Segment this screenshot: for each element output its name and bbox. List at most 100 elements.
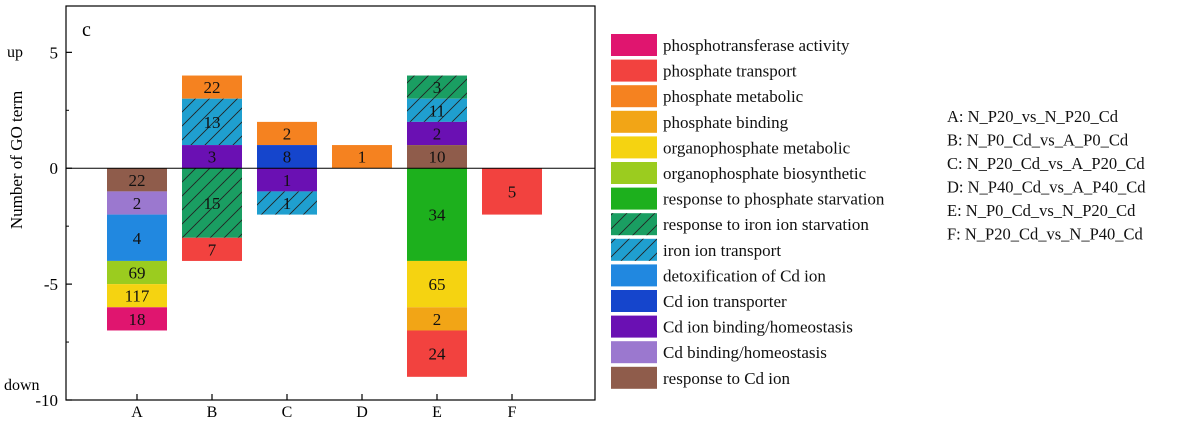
bar-segment-fill xyxy=(107,260,167,285)
bar-data-label: 4 xyxy=(133,229,142,248)
bar-data-label: 2 xyxy=(283,124,292,143)
bar-data-label: 7 xyxy=(208,240,217,259)
bar-data-label: 8 xyxy=(283,148,292,167)
bar-data-label: 2 xyxy=(433,124,442,143)
bar-segment: 10 xyxy=(407,145,467,169)
legend-item: organophosphate metabolic xyxy=(611,136,851,159)
bar-segment: 34 xyxy=(407,168,467,261)
bar-segment: 3 xyxy=(407,75,467,99)
bar-segment-fill xyxy=(407,145,467,169)
bar-segment-hatch xyxy=(182,98,242,146)
bar-data-label: 5 xyxy=(508,182,517,201)
bar-segment: 3 xyxy=(182,145,242,169)
x-tick-label: E xyxy=(432,404,442,421)
y-axis: -10 -5 0 5 xyxy=(35,43,72,410)
bar-segment: 2 xyxy=(107,191,167,215)
bar-segment: 2 xyxy=(407,307,467,331)
bar-segment-fill xyxy=(107,284,167,308)
bar-data-label: 3 xyxy=(433,78,442,97)
legend-label: response to iron ion starvation xyxy=(663,215,869,234)
legend-label: phosphate transport xyxy=(663,62,797,81)
bar-segment-fill xyxy=(407,168,467,261)
legend-label: response to phosphate starvation xyxy=(663,190,885,209)
legend-label: detoxification of Cd ion xyxy=(663,266,826,285)
bar-segment-hatch xyxy=(257,191,317,215)
bar-segment-fill xyxy=(107,191,167,215)
x-axis: A B C D E F xyxy=(131,394,517,421)
x-tick-label: D xyxy=(356,404,368,421)
bar-data-label: 117 xyxy=(125,287,150,306)
legend-swatch xyxy=(611,341,657,364)
comparison-label: B: N_P0_Cd_vs_A_P0_Cd xyxy=(947,131,1129,150)
bar-segment: 2 xyxy=(257,121,317,146)
bar-segment: 1 xyxy=(332,145,392,169)
legend-label: organophosphate biosynthetic xyxy=(663,164,867,183)
comparison-label: C: N_P20_Cd_vs_A_P20_Cd xyxy=(947,154,1145,173)
y-axis-label: Number of GO term xyxy=(7,91,26,229)
comparison-label: E: N_P0_Cd_vs_N_P20_Cd xyxy=(947,201,1136,220)
y-tick-label: 5 xyxy=(50,43,59,62)
bar-segment: 69 xyxy=(107,260,167,285)
bar-segment-fill xyxy=(257,121,317,146)
legend-label: Cd binding/homeostasis xyxy=(663,343,827,362)
legend-item: response to phosphate starvation xyxy=(611,187,885,210)
bar-segment: 7 xyxy=(182,237,242,261)
legend-label: phosphate binding xyxy=(663,113,789,132)
bar-segment-fill xyxy=(107,168,167,192)
bar-segment: 2 xyxy=(407,121,467,146)
bar-data-label: 22 xyxy=(204,78,221,97)
bar-segment: 5 xyxy=(482,168,542,215)
legend-item: iron ion transport xyxy=(611,238,781,261)
bar-segment: 15 xyxy=(182,168,242,238)
bar-data-label: 11 xyxy=(429,101,445,120)
bar-segment-fill xyxy=(482,168,542,215)
legend-swatch xyxy=(611,366,657,389)
comparison-label: D: N_P40_Cd_vs_A_P40_Cd xyxy=(947,178,1146,197)
bar-data-label: 22 xyxy=(129,171,146,190)
comparison-label: F: N_P20_Cd_vs_N_P40_Cd xyxy=(947,225,1144,244)
bar-segment: 1 xyxy=(257,191,317,215)
bar-segment: 4 xyxy=(107,214,167,261)
legend-label: Cd ion transporter xyxy=(663,292,787,311)
bar-data-label: 2 xyxy=(433,310,442,329)
bar-data-label: 1 xyxy=(283,171,292,190)
bar-segment: 65 xyxy=(407,260,467,308)
legend-swatch xyxy=(611,110,657,133)
y-tick-label: 0 xyxy=(50,159,59,178)
x-tick-label: F xyxy=(508,404,517,421)
legend-item: phosphate binding xyxy=(611,110,789,133)
panel-label: c xyxy=(82,19,91,41)
bar-segment-fill xyxy=(407,121,467,146)
y-tick-label: -10 xyxy=(35,391,58,410)
legend-item: organophosphate biosynthetic xyxy=(611,162,867,184)
bar-segment-fill xyxy=(407,330,467,377)
bar-segment: 1 xyxy=(257,168,317,192)
x-tick-label: B xyxy=(207,404,218,421)
bar-data-label: 13 xyxy=(204,113,221,132)
x-tick-label: C xyxy=(282,404,293,421)
legend-swatch xyxy=(611,187,657,210)
legend-label: response to Cd ion xyxy=(663,369,791,388)
bar-segment: 24 xyxy=(407,330,467,377)
bar-segment: 22 xyxy=(107,168,167,192)
bar-segment-fill xyxy=(182,145,242,169)
bar-data-label: 24 xyxy=(429,345,447,364)
bar-segment-fill xyxy=(332,145,392,169)
y-tick-label: -5 xyxy=(44,275,58,294)
legend-swatch-hatch xyxy=(611,238,657,261)
bar-data-label: 69 xyxy=(129,264,146,283)
legend-swatch xyxy=(611,85,657,108)
legend-swatch xyxy=(611,162,657,184)
legend-swatch xyxy=(611,315,657,338)
bar-segment: 117 xyxy=(107,284,167,308)
legend-item: phosphotransferase activity xyxy=(611,34,850,56)
legend-item: Cd binding/homeostasis xyxy=(611,341,827,364)
x-tick-label: A xyxy=(131,404,143,421)
bar-segment-hatch xyxy=(407,98,467,122)
legend-swatch xyxy=(611,34,657,56)
comparison-label: A: N_P20_vs_N_P20_Cd xyxy=(947,107,1119,126)
bar-data-label: 10 xyxy=(429,148,446,167)
bar-data-label: 1 xyxy=(358,148,367,167)
